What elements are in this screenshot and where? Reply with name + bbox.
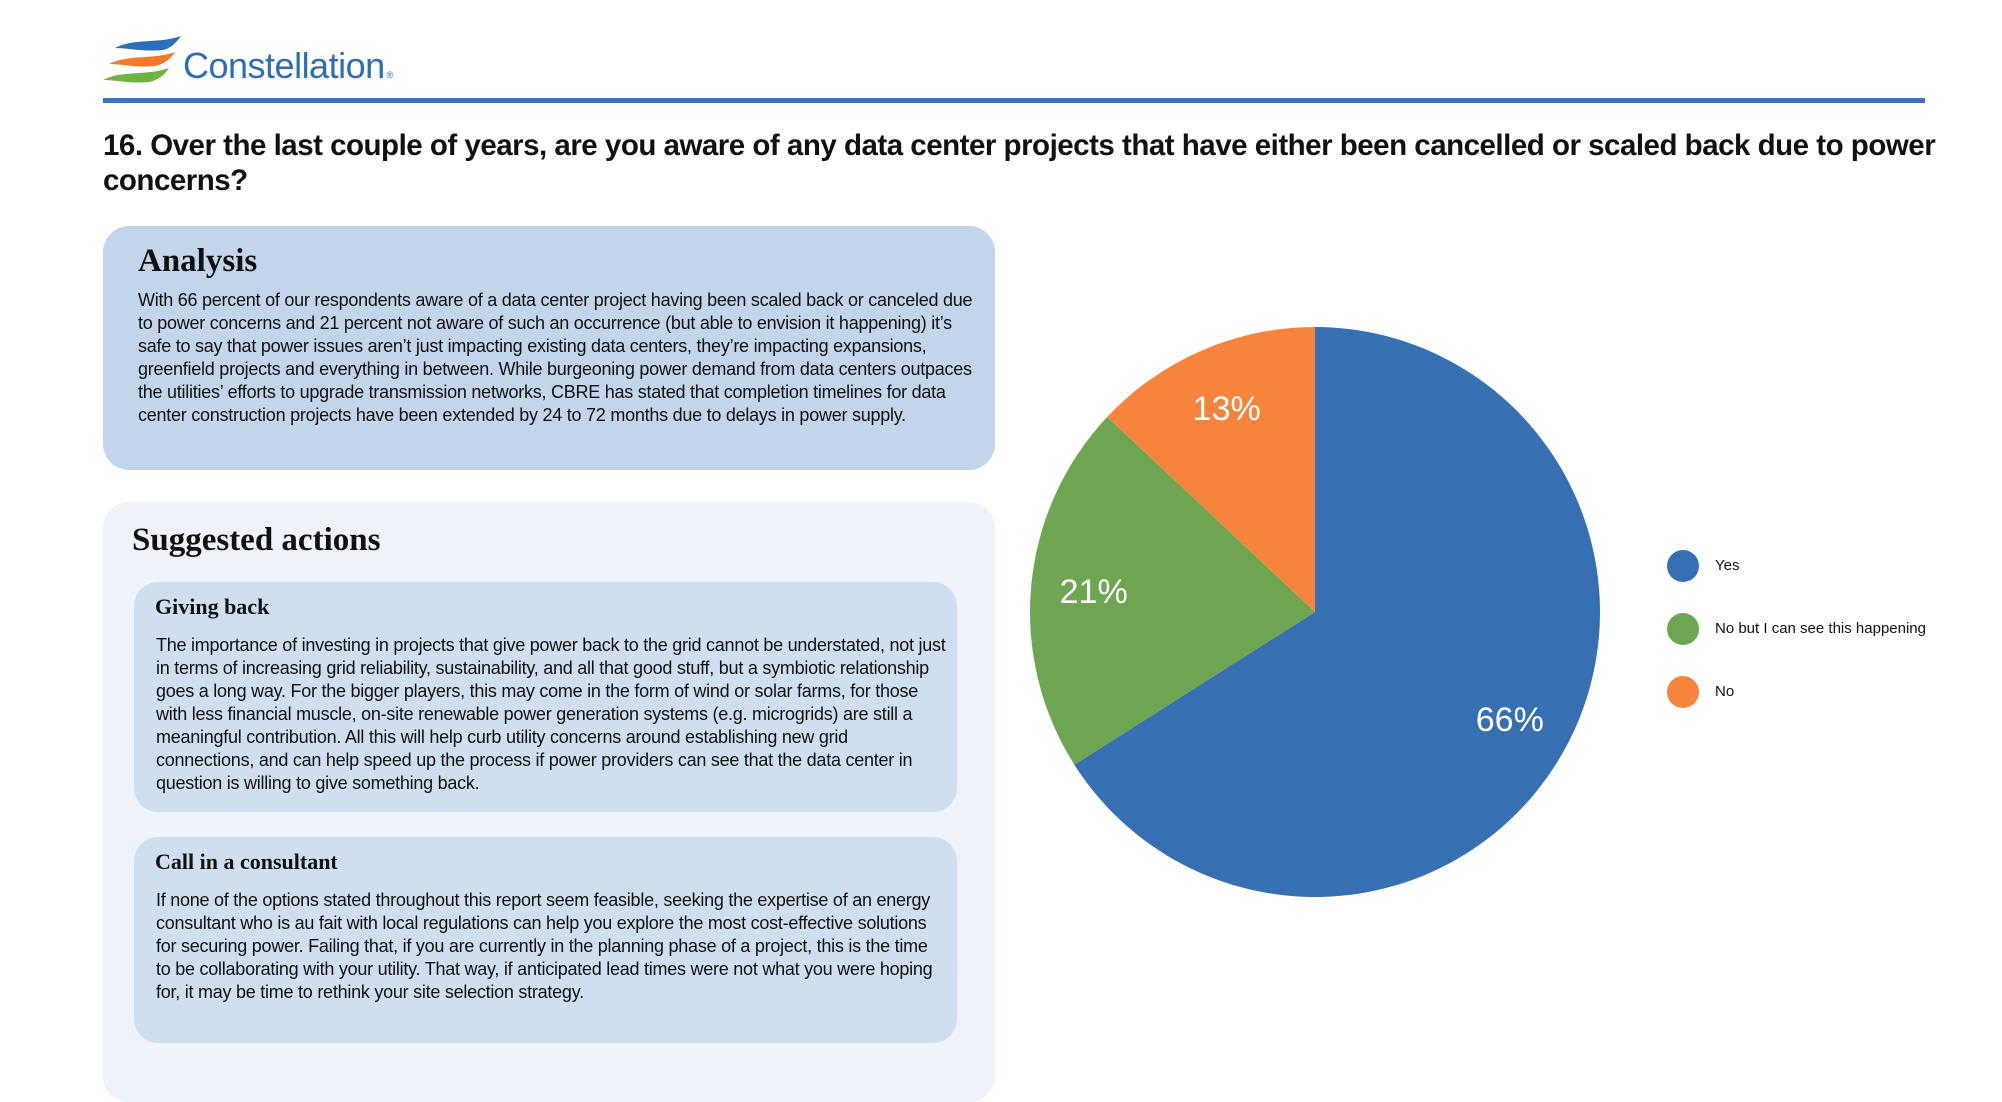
legend-item-yes: Yes <box>1667 534 1926 597</box>
legend-label: Yes <box>1715 557 1740 574</box>
legend-label: No but I can see this happening <box>1715 620 1926 637</box>
constellation-logo: Constellation ® <box>103 34 443 94</box>
header-rule <box>103 98 1925 103</box>
analysis-panel: Analysis With 66 percent of our responde… <box>103 226 995 470</box>
legend-item-no: No <box>1667 660 1926 723</box>
analysis-text: With 66 percent of our respondents aware… <box>138 290 973 425</box>
pie-data-label: 13% <box>1193 390 1261 428</box>
pie-data-label: 66% <box>1476 701 1544 739</box>
analysis-heading: Analysis <box>138 243 258 279</box>
action-card-title: Giving back <box>155 594 270 619</box>
brand-wordmark: Constellation ® <box>183 46 393 95</box>
action-card-giving-back: Giving back The importance of investing … <box>134 582 957 812</box>
brand-name: Constellation <box>183 45 385 86</box>
pie-slice-no <box>1107 327 1315 612</box>
pie-slice-no-but-i-can-see-this-happening <box>1030 416 1315 765</box>
logo-swoosh-icon <box>103 36 181 83</box>
legend-label: No <box>1715 683 1735 700</box>
suggested-actions-heading: Suggested actions <box>132 522 381 558</box>
action-card-consultant: Call in a consultant If none of the opti… <box>134 837 957 1043</box>
legend-swatch <box>1667 675 1699 708</box>
registered-mark: ® <box>386 70 394 80</box>
pie-chart: 66% 21% 13% <box>1030 327 1600 897</box>
chart-legend: Yes No but I can see this happening No <box>1667 534 1926 723</box>
legend-swatch <box>1667 612 1699 645</box>
action-card-title: Call in a consultant <box>155 849 338 874</box>
suggested-actions-panel: Suggested actions Giving back The import… <box>103 502 995 1102</box>
action-card-text: The importance of investing in projects … <box>156 635 946 793</box>
question-title: 16. Over the last couple of years, are y… <box>103 129 1936 197</box>
legend-item-no-but: No but I can see this happening <box>1667 597 1926 660</box>
legend-swatch <box>1667 549 1699 582</box>
pie-data-label: 21% <box>1060 573 1128 611</box>
action-card-text: If none of the options stated throughout… <box>156 890 933 1002</box>
pie-slice-yes <box>1074 327 1600 897</box>
